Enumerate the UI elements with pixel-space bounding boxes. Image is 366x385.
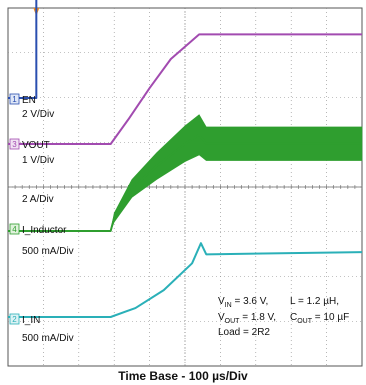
channel-inductor-number: 4 <box>12 225 17 234</box>
channel-inductor-scale: 500 mA/Div <box>22 246 74 257</box>
x-axis-label: Time Base - 100 µs/Div <box>118 369 248 383</box>
channel-en-marker: 1 <box>9 93 20 105</box>
test-conditions: VIN = 3.6 V, L = 1.2 µH, VOUT = 1.8 V, C… <box>218 296 349 338</box>
channel-en-scale: 2 V/Div <box>22 109 54 120</box>
waveforms <box>8 0 363 318</box>
channel-en-name: EN <box>22 95 36 106</box>
trace-vout <box>8 33 362 145</box>
extra-scale-label: 2 A/Div <box>22 194 54 205</box>
trace-en <box>8 0 38 99</box>
condition-load: Load = 2R2 <box>218 327 270 338</box>
condition-inductance: L = 1.2 µH, <box>290 296 339 307</box>
channel-labels: 1 EN 2 V/Div 3 VOUT 1 V/Div 2 A/Div 4 I_… <box>9 93 74 344</box>
channel-iin-name: I_IN <box>22 315 40 326</box>
channel-inductor-marker: 4 <box>9 223 20 235</box>
channel-inductor-name: I_Inductor <box>22 225 67 236</box>
trace-inductor-current <box>8 133 362 232</box>
channel-iin-number: 2 <box>12 315 17 324</box>
channel-vout-marker: 3 <box>9 138 20 150</box>
channel-iin-marker: 2 <box>9 313 20 325</box>
condition-cout: COUT = 10 µF <box>290 312 349 325</box>
channel-vout-number: 3 <box>12 140 17 149</box>
channel-vout-scale: 1 V/Div <box>22 155 54 166</box>
grid <box>7 7 363 367</box>
trace-input-current <box>8 242 363 318</box>
channel-iin-scale: 500 mA/Div <box>22 333 74 344</box>
channel-en-number: 1 <box>12 95 17 104</box>
channel-vout-name: VOUT <box>22 140 50 151</box>
condition-vout: VOUT = 1.8 V, <box>218 312 276 325</box>
condition-vin: VIN = 3.6 V, <box>218 296 268 309</box>
